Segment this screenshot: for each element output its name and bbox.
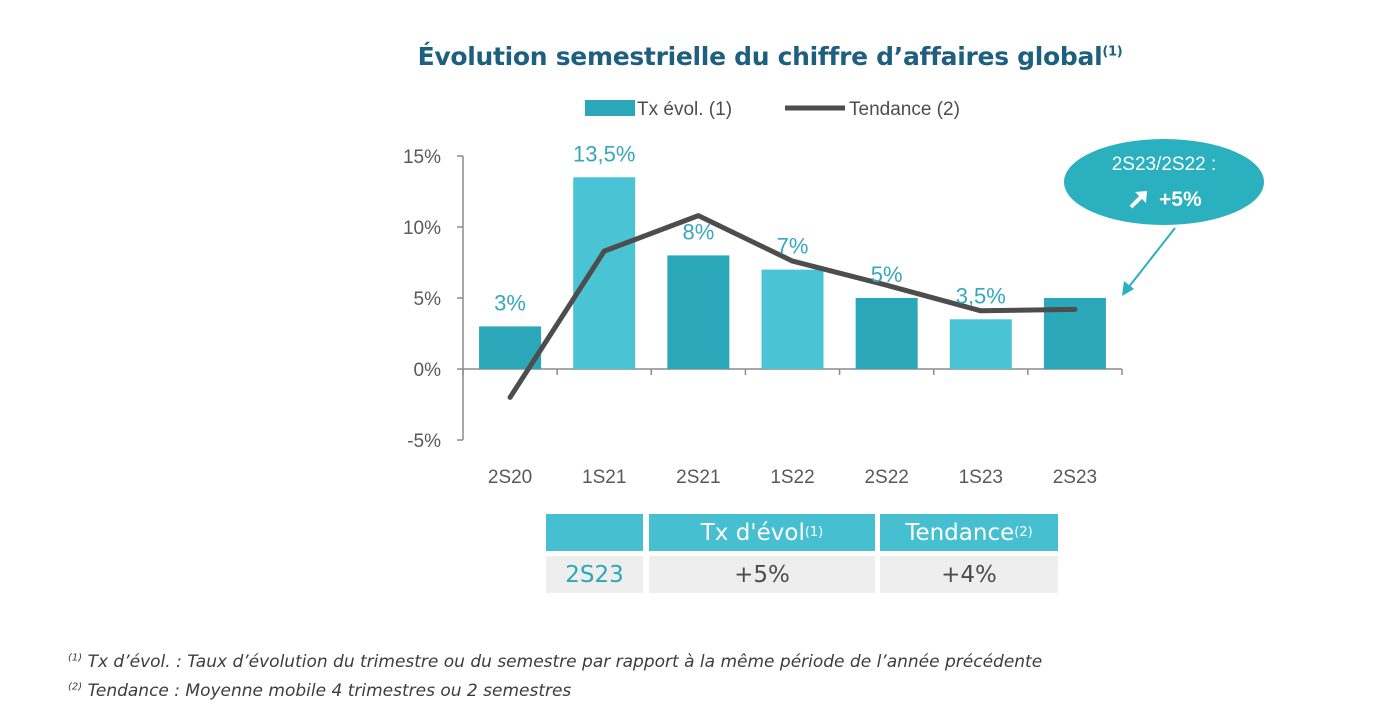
x-tick-label: 1S23 — [959, 467, 1003, 488]
bar-data-label: 13,5% — [573, 141, 635, 166]
table-cell-tx-evol: +5% — [649, 556, 875, 593]
bar-labels: 3% 13,5% 8% 7% 5% 3,5% — [494, 141, 1006, 315]
bar — [761, 269, 824, 369]
bar — [949, 319, 1012, 369]
table-header-tx-evol: Tx d'évol (1) — [649, 514, 875, 551]
bars — [479, 177, 1106, 369]
trend-line — [507, 213, 1078, 400]
bar-data-label: 7% — [777, 234, 809, 259]
bar — [855, 298, 918, 369]
chart-title-footnote-ref: (1) — [1102, 44, 1123, 60]
x-tick-label: 2S22 — [864, 467, 908, 488]
callout-bubble — [1064, 139, 1264, 225]
bar-data-label: 3,5% — [956, 283, 1006, 308]
y-tick-label: 15% — [403, 147, 441, 168]
table-cell-period: 2S23 — [546, 556, 643, 593]
bar-data-label: 5% — [871, 262, 903, 287]
y-tick-label: -5% — [407, 431, 441, 452]
x-tick-label: 2S21 — [676, 467, 720, 488]
chart-title-text: Évolution semestrielle du chiffre d’affa… — [417, 42, 1103, 71]
chart-title: Évolution semestrielle du chiffre d’affa… — [0, 42, 1400, 71]
legend: Tx évol. (1) Tendance (2) — [585, 99, 960, 120]
bar — [667, 255, 730, 369]
y-tick-label: 5% — [414, 289, 442, 310]
y-tick-label: 0% — [414, 360, 442, 381]
x-tick-label: 1S22 — [770, 467, 814, 488]
legend-bar-swatch — [585, 100, 635, 116]
callout-line2: +5% — [1159, 188, 1202, 211]
x-tick-label: 1S21 — [582, 467, 626, 488]
footnote-1: (1) Tx d’évol. : Taux d’évolution du tri… — [68, 652, 1043, 672]
table-cell-tendance: +4% — [880, 556, 1058, 593]
x-tick-label: 2S23 — [1053, 467, 1097, 488]
footnote-2: (2) Tendance : Moyenne mobile 4 trimestr… — [68, 681, 572, 701]
trend-line-group — [507, 213, 1078, 400]
callout-line1: 2S23/2S22 : — [1112, 154, 1217, 175]
legend-line-label: Tendance (2) — [849, 99, 960, 120]
callout-pointer — [1127, 227, 1176, 289]
callout-pointer-head — [1122, 281, 1134, 296]
chart: Tx évol. (1) Tendance (2) -5% 0% 5% 10% 15% 2… — [403, 99, 1264, 488]
y-tick-label: 10% — [403, 218, 441, 239]
callout: 2S23/2S22 : +5% — [1064, 139, 1264, 296]
x-tick-label: 2S20 — [488, 467, 532, 488]
bar — [573, 177, 636, 369]
table-header-tendance: Tendance (2) — [880, 514, 1058, 551]
axes: -5% 0% 5% 10% 15% 2S20 1S21 2S21 1S22 2S22 1S23 2S2… — [403, 147, 1123, 488]
table-header-empty — [546, 514, 643, 551]
up-right-arrow-icon — [1129, 191, 1147, 209]
legend-bar-label: Tx évol. (1) — [637, 99, 732, 120]
bar-data-label: 3% — [494, 290, 526, 315]
bar-data-label: 8% — [682, 219, 714, 244]
